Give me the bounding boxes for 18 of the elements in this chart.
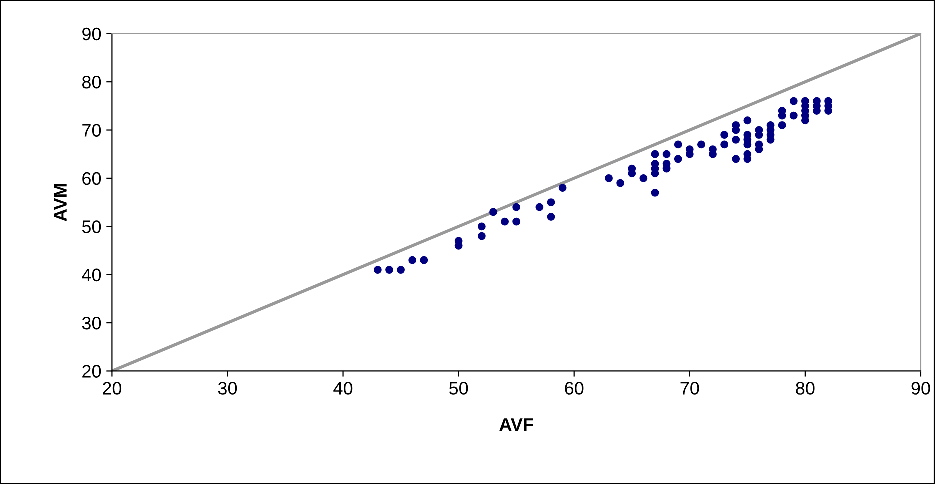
y-tick-label: 80 xyxy=(82,76,102,89)
x-tick-label: 80 xyxy=(796,382,815,395)
x-tick-label: 50 xyxy=(450,382,468,395)
y-tick-label: 60 xyxy=(82,172,102,186)
y-tick-label: 40 xyxy=(82,268,102,282)
y-axis-title: AVM xyxy=(54,184,67,222)
x-tick-label: 20 xyxy=(103,382,122,395)
y-tick-label: 20 xyxy=(82,365,102,378)
y-tick-label: 70 xyxy=(82,124,102,137)
x-axis-title: AVF xyxy=(500,418,534,432)
y-tick-label: 90 xyxy=(82,28,102,41)
x-tick-label: 90 xyxy=(912,382,930,395)
x-tick-label: 30 xyxy=(218,382,238,395)
y-tick-label: 50 xyxy=(82,220,102,234)
x-tick-label: 40 xyxy=(334,382,353,395)
x-tick-label: 60 xyxy=(565,382,584,395)
x-tick-label: 70 xyxy=(680,382,700,395)
y-tick-label: 30 xyxy=(82,316,102,330)
